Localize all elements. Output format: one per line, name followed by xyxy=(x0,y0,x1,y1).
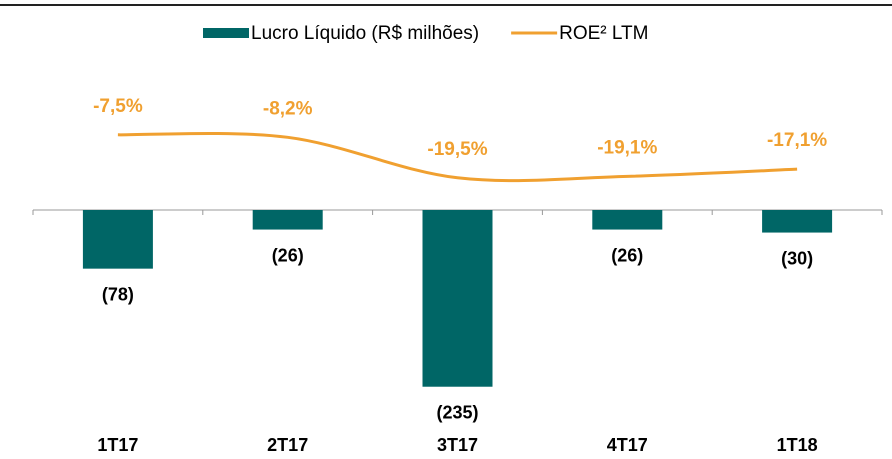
legend-label: Lucro Líquido (R$ milhões) xyxy=(251,23,479,44)
line-value-label: -19,5% xyxy=(427,139,487,160)
bar xyxy=(762,210,833,233)
x-tick-label: 2T17 xyxy=(267,435,308,455)
bar-value-label: (235) xyxy=(436,402,478,422)
bar xyxy=(592,210,663,230)
x-tick-label: 3T17 xyxy=(437,435,478,455)
legend-label: ROE² LTM xyxy=(559,23,648,44)
line-value-label: -7,5% xyxy=(93,96,143,117)
bar-value-label: (26) xyxy=(272,245,304,265)
legend: Lucro Líquido (R$ milhões) ROE² LTM xyxy=(203,23,649,44)
line-value-label: -8,2% xyxy=(263,98,313,119)
x-tick-label: 1T18 xyxy=(777,435,818,455)
bar-value-label: (78) xyxy=(102,284,134,304)
bar xyxy=(422,210,493,387)
legend-swatch xyxy=(203,28,249,38)
line xyxy=(117,131,798,183)
line-value-label: -19,1% xyxy=(597,137,657,158)
bar xyxy=(82,210,153,269)
bar xyxy=(252,210,323,230)
bar-value-label: (26) xyxy=(611,245,643,265)
line-value-label: -17,1% xyxy=(767,130,827,151)
x-tick-label: 4T17 xyxy=(607,435,648,455)
bar-value-label: (30) xyxy=(781,248,813,268)
x-tick-label: 1T17 xyxy=(97,435,138,455)
